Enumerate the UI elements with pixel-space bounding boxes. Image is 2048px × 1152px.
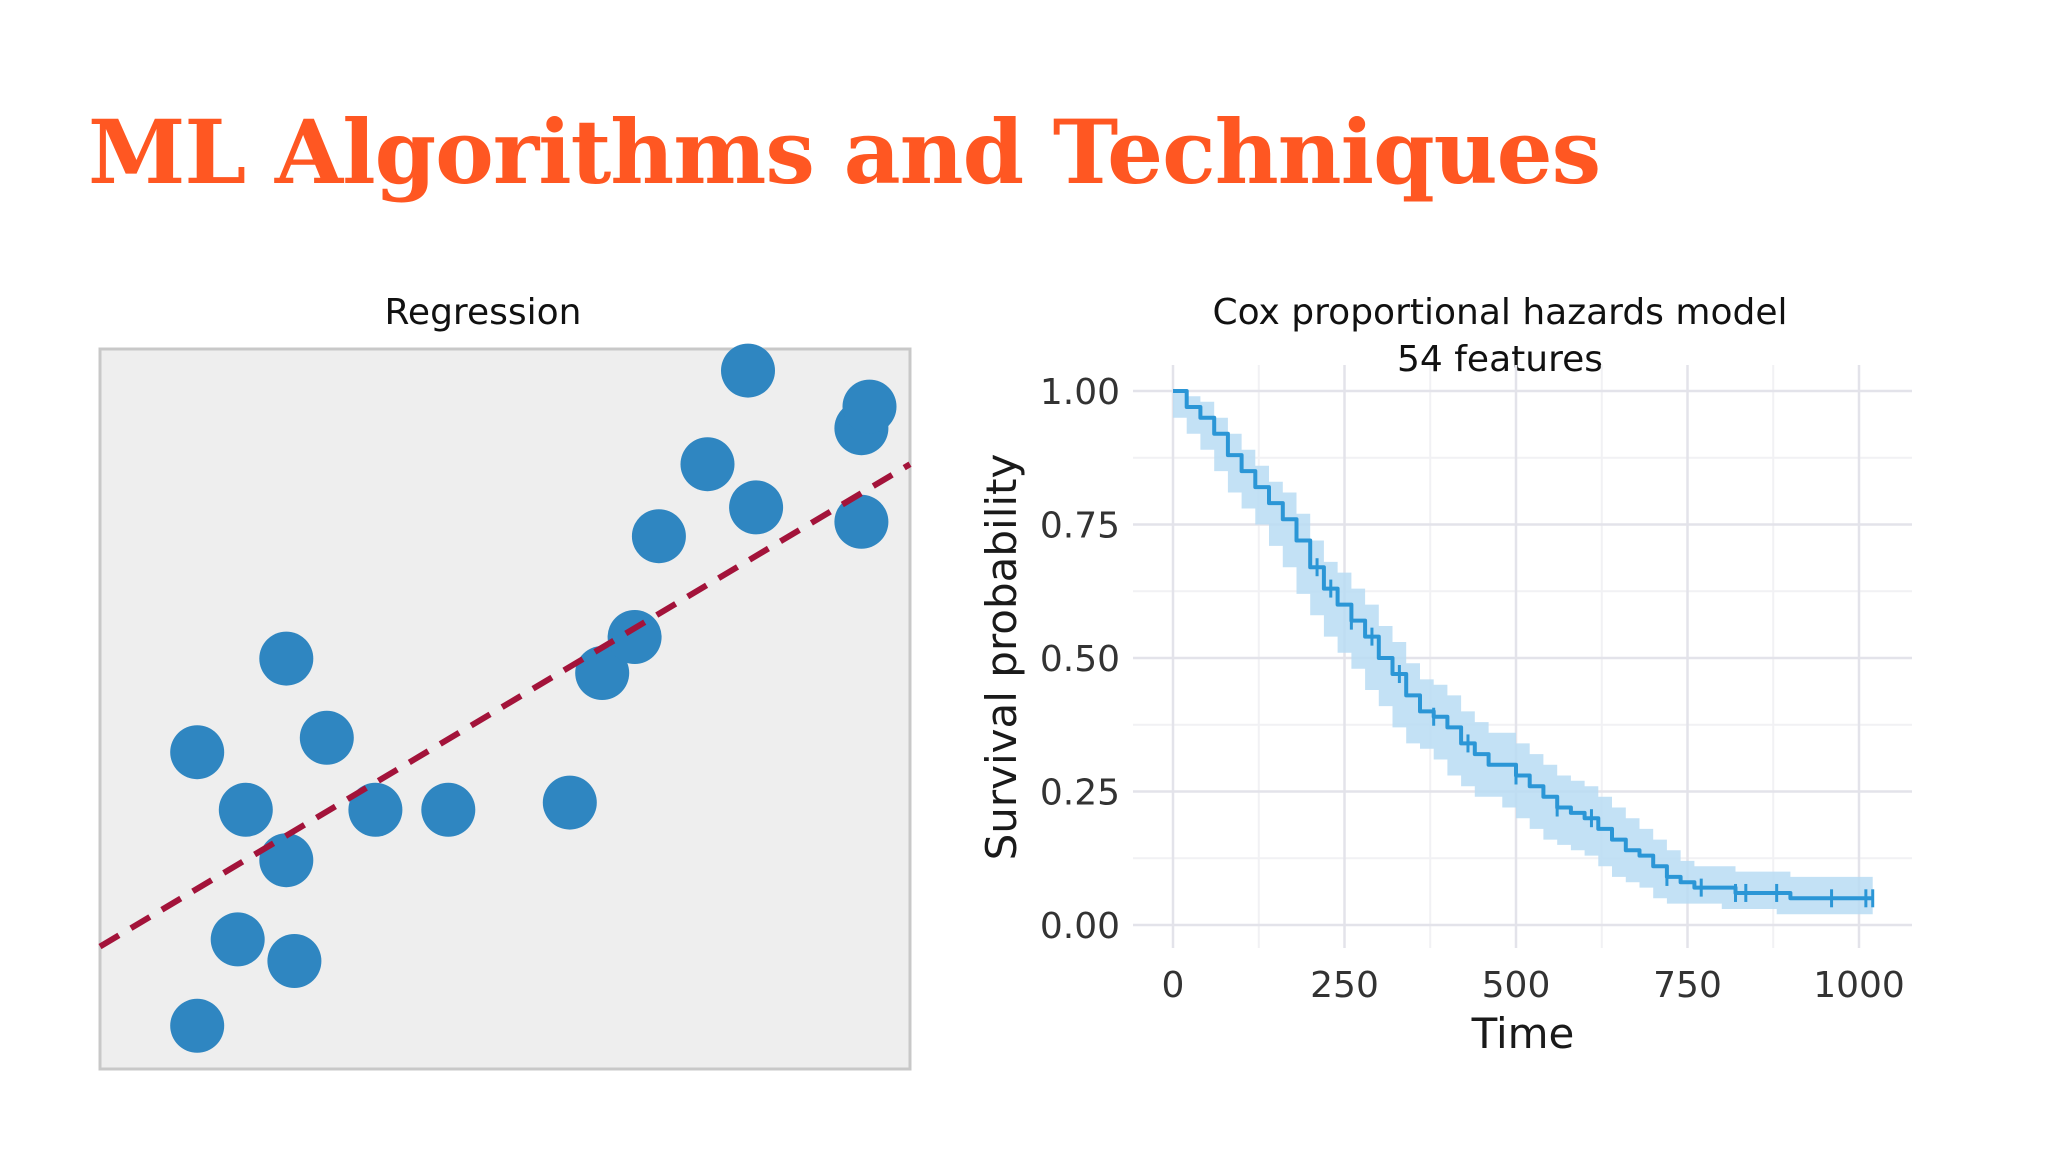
scatter-point-16 bbox=[721, 343, 775, 398]
scatter-point-4 bbox=[218, 782, 273, 837]
survival-curve-line bbox=[1173, 389, 1873, 901]
scatter-point-19 bbox=[842, 379, 897, 434]
x-tick-label-2: 500 bbox=[1482, 965, 1551, 1006]
scatter-point-11 bbox=[575, 646, 630, 700]
scatter-point-2 bbox=[267, 934, 322, 988]
scatter-point-6 bbox=[259, 631, 314, 686]
confidence-band bbox=[1173, 391, 1873, 915]
scatter-point-1 bbox=[210, 912, 265, 967]
scatter-point-13 bbox=[631, 509, 686, 564]
scatter-point-14 bbox=[680, 437, 735, 492]
regression-chart-title: Regression bbox=[384, 292, 582, 333]
cox-chart-subtitle: 54 features bbox=[1397, 339, 1603, 380]
scatter-point-15 bbox=[729, 480, 784, 535]
y-tick-label-3: 0.75 bbox=[1040, 506, 1120, 547]
y-tick-label-0: 0.00 bbox=[1040, 906, 1120, 947]
y-tick-label-4: 1.00 bbox=[1040, 372, 1120, 413]
x-tick-label-4: 1000 bbox=[1813, 965, 1905, 1006]
scatter-point-8 bbox=[348, 782, 403, 837]
x-tick-label-0: 0 bbox=[1162, 965, 1185, 1006]
regression-trendline bbox=[98, 461, 912, 950]
scatter-point-9 bbox=[421, 782, 476, 837]
scatter-point-12 bbox=[607, 610, 662, 664]
scatter-point-3 bbox=[170, 725, 225, 780]
slide-title: ML Algorithms and Techniques bbox=[88, 100, 1601, 204]
cox-chart-title: Cox proportional hazards model bbox=[1212, 292, 1788, 333]
x-tick-label-1: 250 bbox=[1310, 965, 1379, 1006]
x-axis-title: Time bbox=[1471, 1009, 1575, 1058]
scatter-point-7 bbox=[299, 710, 354, 765]
scatter-point-17 bbox=[834, 494, 889, 549]
scatter-point-0 bbox=[170, 998, 225, 1053]
y-axis-title: Survival probability bbox=[977, 454, 1026, 861]
x-tick-label-3: 750 bbox=[1653, 965, 1722, 1006]
y-tick-label-2: 0.50 bbox=[1040, 639, 1120, 680]
y-tick-label-1: 0.25 bbox=[1040, 773, 1120, 814]
scatter-point-10 bbox=[542, 775, 597, 830]
